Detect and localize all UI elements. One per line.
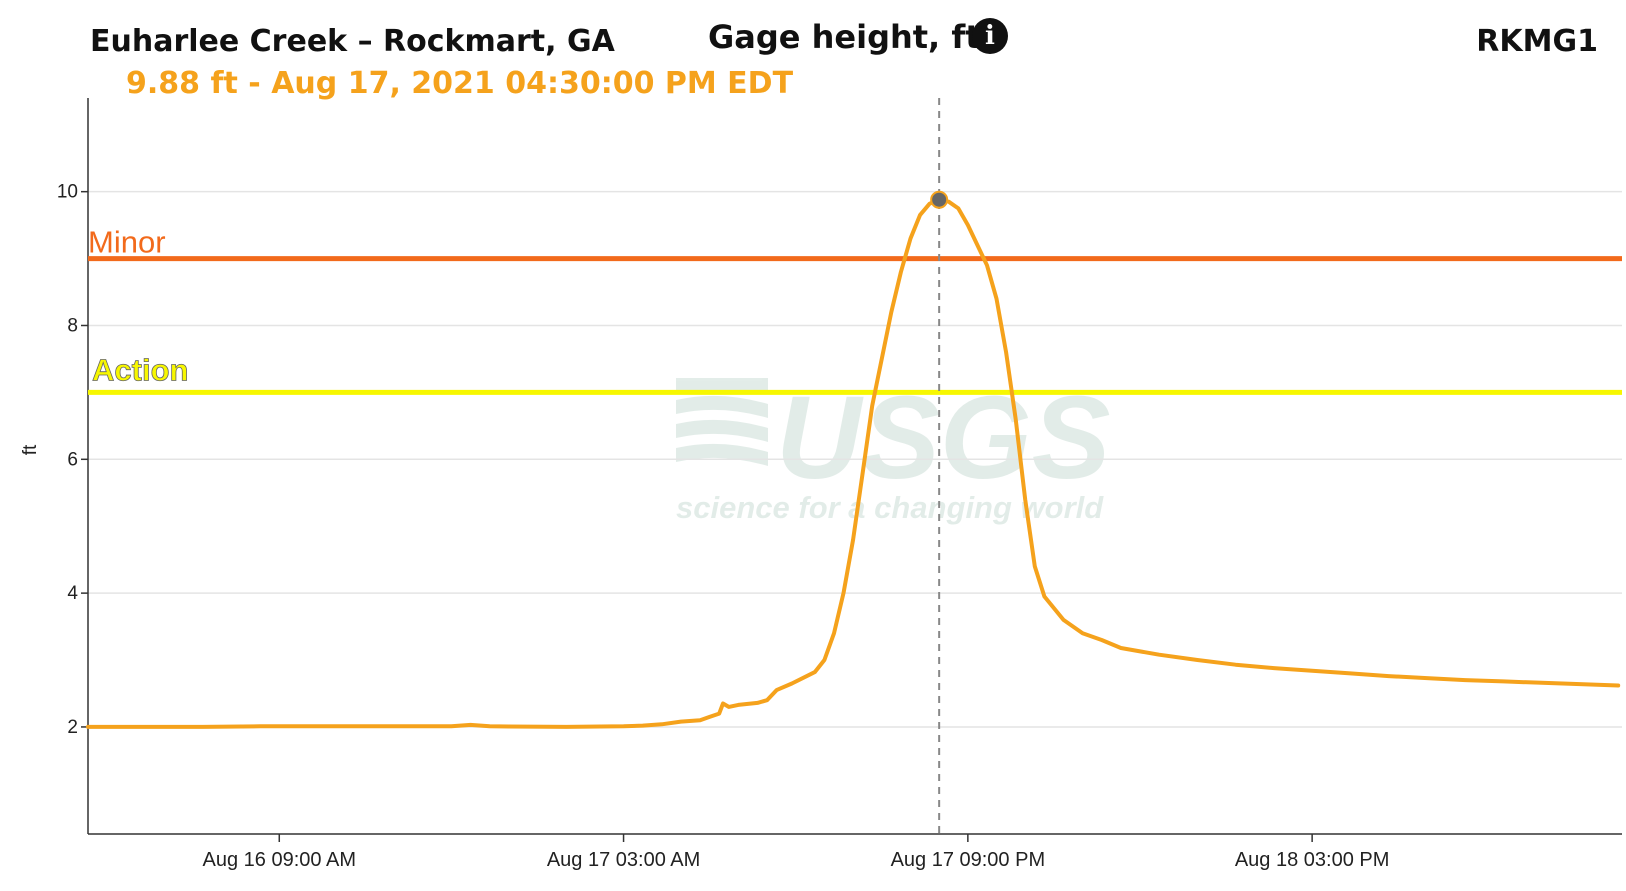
gage-height-series-line <box>86 197 1621 729</box>
highlight-point[interactable] <box>930 190 949 209</box>
x-tick-label: Aug 17 09:00 PM <box>891 849 1046 871</box>
y-tick-label: 4 <box>67 583 78 604</box>
site-id: RKMG1 <box>1476 24 1598 59</box>
y-tick-label: 8 <box>67 315 78 336</box>
gridlines <box>88 190 1622 728</box>
x-tick-label: Aug 18 03:00 PM <box>1235 849 1390 871</box>
x-tick-label: Aug 16 09:00 AM <box>203 849 356 871</box>
site-title: Euharlee Creek – Rockmart, GA <box>90 24 615 59</box>
y-tick-label: 10 <box>57 182 78 203</box>
y-tick-label: 6 <box>67 449 78 470</box>
y-axis-label: ft <box>20 444 41 455</box>
action-stage-label: Action <box>92 352 188 387</box>
chart-title: Gage height, ft <box>708 18 981 56</box>
usgs-watermark: USGS science for a changing world <box>676 372 1110 525</box>
usgs-tagline: science for a changing world <box>676 490 1104 525</box>
y-tick-label: 2 <box>67 717 78 738</box>
y-ticks: 2 4 6 8 10 <box>57 182 88 738</box>
info-icon[interactable]: i <box>972 18 1008 54</box>
x-ticks: Aug 16 09:00 AM Aug 17 03:00 AM Aug 17 09:… <box>203 834 1390 871</box>
minor-flood-label: Minor <box>88 225 166 260</box>
x-tick-label: Aug 17 03:00 AM <box>547 849 700 871</box>
value-readout: 9.88 ft - Aug 17, 2021 04:30:00 PM EDT <box>126 66 794 101</box>
